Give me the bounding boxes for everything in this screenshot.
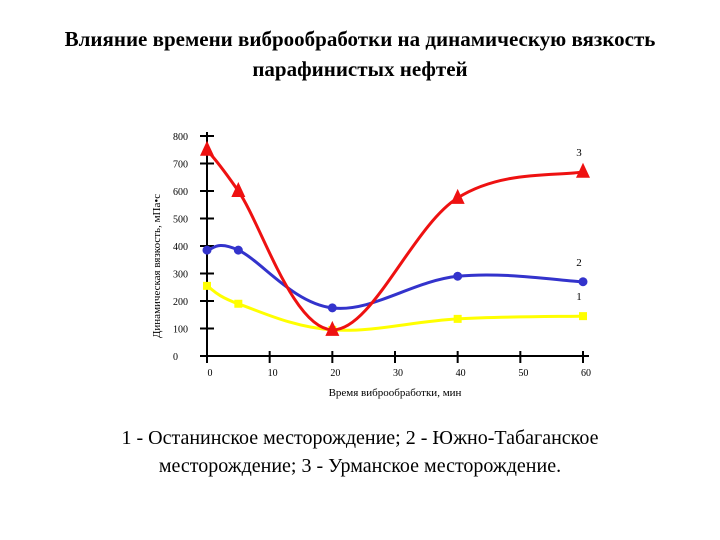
chart-axes	[200, 132, 589, 363]
y-tick-label: 800	[173, 132, 188, 143]
x-tick-label: 40	[456, 368, 466, 379]
series-1-point	[203, 281, 211, 290]
y-axis-label: Динамическая вязкость, мПа•с	[151, 194, 163, 338]
y-tick-label: 0	[173, 352, 178, 363]
x-tick-label: 50	[518, 368, 528, 379]
series-1-point	[579, 312, 587, 321]
caption-line-1: 1 - Останинское месторождение; 2 - Южно-…	[121, 427, 599, 449]
series-3-point	[450, 188, 465, 204]
y-tick-label: 600	[173, 187, 188, 198]
x-tick-label: 10	[268, 368, 278, 379]
series-3-label: 3	[576, 147, 582, 159]
series-3-point	[576, 162, 590, 178]
series-2-point	[233, 245, 243, 255]
x-tick-label: 60	[581, 368, 591, 379]
chart-title-line-2: парафинистых нефтей	[252, 57, 468, 81]
viscosity-line-chart: 0 100 200 300 400 500 600 700 800 0 10 20 30 40 50 60 Вр…	[151, 132, 591, 399]
series-3-point	[200, 140, 214, 156]
series-2-point	[327, 303, 337, 313]
y-tick-label: 500	[173, 215, 188, 226]
series-2-point	[202, 245, 212, 255]
series-2-point	[578, 277, 588, 287]
series-1-point	[453, 314, 462, 323]
chart-title: Влияние времени виброобработки на динами…	[0, 24, 720, 84]
x-tick-label: 0	[208, 368, 213, 379]
y-tick-label: 100	[173, 325, 188, 336]
y-tick-label: 700	[173, 160, 188, 171]
y-tick-label: 200	[173, 297, 188, 308]
x-axis-label: Время виброобработки, мин	[329, 387, 462, 399]
chart-series	[200, 140, 590, 336]
series-2-line	[206, 244, 584, 310]
y-tick-label: 400	[173, 242, 188, 253]
legend-caption: 1 - Останинское месторождение; 2 - Южно-…	[40, 424, 680, 480]
chart-title-line-1: Влияние времени виброобработки на динами…	[64, 27, 656, 51]
series-2-point	[453, 271, 463, 281]
x-tick-label: 20	[330, 368, 340, 379]
series-2-label: 2	[576, 257, 582, 269]
x-tick-label: 30	[393, 368, 403, 379]
y-tick-label: 300	[173, 270, 188, 281]
chart-labels: 0 100 200 300 400 500 600 700 800 0 10 20 30 40 50 60 Вр…	[151, 132, 591, 399]
series-3-line	[205, 148, 584, 332]
caption-line-2: месторождение; 3 - Урманское месторожден…	[158, 455, 562, 477]
series-1-line	[206, 284, 584, 332]
series-3-point	[325, 320, 340, 336]
series-1-label: 1	[576, 291, 582, 303]
series-3-point	[231, 182, 246, 197]
series-1-point	[234, 299, 243, 308]
